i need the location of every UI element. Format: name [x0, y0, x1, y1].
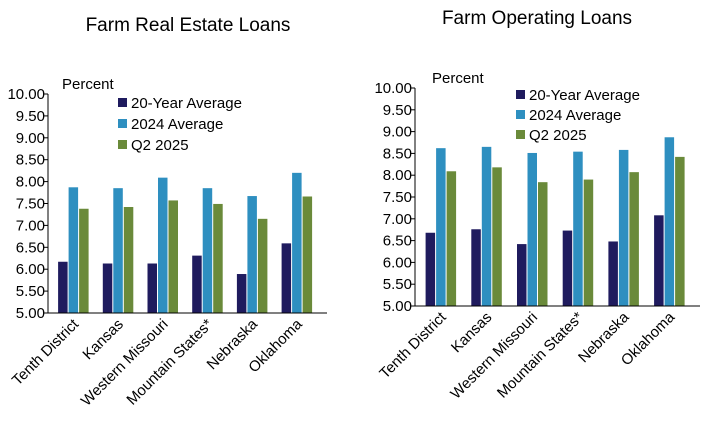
y-tick-label: 10.00 [7, 86, 45, 103]
y-tick-label: 8.00 [383, 167, 412, 184]
bar-2024-average [247, 196, 257, 313]
legend-label: 20-Year Average [131, 95, 242, 112]
chart-farm-operating-loans: Farm Operating Loans Percent 5.00 5.50 6.00 6… [374, 8, 700, 403]
bar-20-year-average [58, 261, 68, 313]
bar-20-year-average [192, 255, 202, 313]
y-tick-label: 6.00 [383, 254, 412, 271]
bar-q2-2025 [302, 196, 313, 313]
category-label: Tenth District [376, 308, 450, 382]
chart-title: Farm Real Estate Loans [86, 15, 291, 36]
legend-label: 2024 Average [529, 107, 621, 124]
bar-2024-average [618, 149, 629, 306]
bar-20-year-average [654, 215, 664, 306]
bar-2024-average [292, 172, 302, 313]
bar-q2-2025 [675, 156, 685, 306]
chart-farm-real-estate-loans: Farm Real Estate Loans Percent 5.00 5.50 6.0… [7, 15, 327, 410]
y-tick-label: 6.50 [16, 239, 45, 256]
bar-2024-average [113, 188, 123, 313]
bar-2024-average [481, 146, 492, 306]
legend-swatch [516, 110, 525, 119]
category-label: Mountain States* [494, 309, 587, 402]
bar-2024-average [158, 177, 168, 313]
bar-20-year-average [608, 241, 618, 306]
y-tick-label: 5.00 [383, 298, 412, 315]
y-tick-label: 5.50 [16, 283, 45, 300]
category-label: Tenth District [9, 315, 83, 389]
y-tick-label: 9.00 [383, 124, 412, 141]
bar-20-year-average [147, 263, 157, 313]
y-tick-label: 10.00 [374, 80, 412, 97]
legend-label: Q2 2025 [529, 127, 587, 144]
bar-20-year-average [281, 243, 292, 313]
category-label: Mountain States* [123, 316, 216, 409]
bar-2024-average [664, 137, 675, 306]
bar-2024-average [527, 152, 537, 306]
bar-q2-2025 [79, 208, 89, 313]
bar-q2-2025 [492, 167, 502, 306]
bar-q2-2025 [446, 171, 457, 306]
bar-q2-2025 [538, 182, 548, 306]
y-tick-label: 5.50 [383, 276, 412, 293]
bar-2024-average [436, 148, 446, 306]
bar-20-year-average [236, 274, 247, 313]
bar-q2-2025 [583, 179, 594, 306]
bar-q2-2025 [257, 218, 268, 313]
bar-2024-average [202, 188, 213, 313]
chart-title: Farm Operating Loans [442, 8, 632, 29]
legend-swatch [516, 130, 525, 139]
legend-swatch [516, 90, 525, 99]
y-tick-label: 8.50 [383, 145, 412, 162]
legend-swatch [118, 140, 127, 149]
bar-20-year-average [562, 230, 573, 306]
bar-2024-average [68, 187, 79, 313]
bar-q2-2025 [123, 207, 134, 313]
y-tick-label: 9.00 [16, 130, 45, 147]
y-tick-label: 7.50 [16, 196, 45, 213]
legend-swatch [118, 98, 127, 107]
y-tick-label: 6.00 [16, 261, 45, 278]
legend-swatch [118, 119, 127, 128]
y-tick-label: 8.50 [16, 152, 45, 169]
legend-label: 2024 Average [131, 116, 223, 133]
bar-q2-2025 [213, 203, 223, 313]
bar-20-year-average [471, 229, 481, 306]
legend-label: Q2 2025 [131, 137, 189, 154]
bar-q2-2025 [168, 200, 178, 313]
y-axis-label: Percent [432, 70, 485, 87]
y-tick-label: 6.50 [383, 233, 412, 250]
y-axis-label: Percent [62, 76, 115, 93]
y-tick-label: 9.50 [16, 108, 45, 125]
y-tick-label: 7.00 [16, 217, 45, 234]
bar-20-year-average [517, 244, 527, 306]
bar-20-year-average [425, 232, 436, 306]
y-tick-label: 5.00 [16, 305, 45, 322]
bar-q2-2025 [629, 172, 639, 306]
y-tick-label: 7.00 [383, 211, 412, 228]
y-tick-label: 7.50 [383, 189, 412, 206]
y-tick-label: 9.50 [383, 102, 412, 119]
bar-2024-average [573, 151, 583, 306]
legend-label: 20-Year Average [529, 87, 640, 104]
bar-20-year-average [102, 263, 113, 313]
y-tick-label: 8.00 [16, 174, 45, 191]
